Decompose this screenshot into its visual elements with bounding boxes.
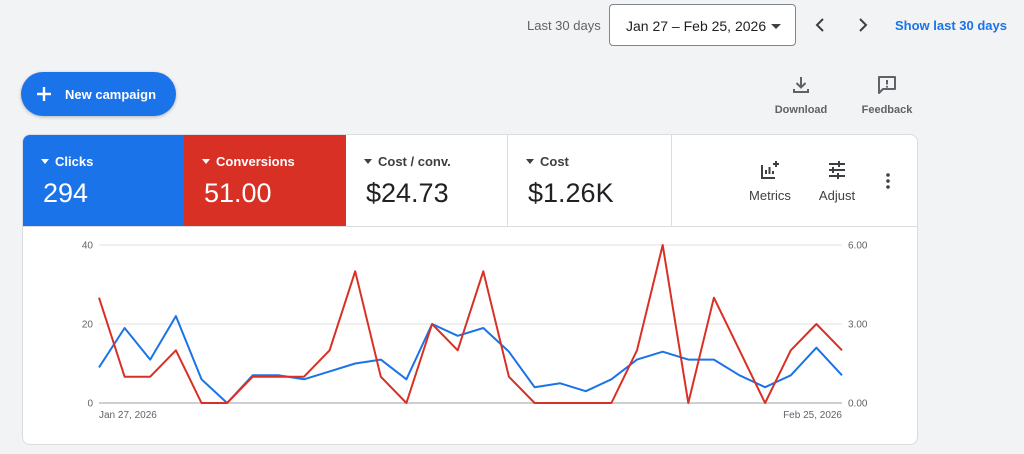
new-campaign-label: New campaign [65, 87, 157, 102]
series-line-conversions [98, 244, 843, 404]
metric-tile-clicks[interactable]: Clicks 294 [23, 135, 184, 227]
left-axis-tick-label: 0 [87, 399, 93, 410]
next-period-button[interactable] [850, 11, 876, 39]
new-campaign-button[interactable]: New campaign [21, 72, 176, 116]
date-range-select[interactable]: Jan 27 – Feb 25, 2026 [609, 4, 796, 46]
metrics-button[interactable]: Metrics [745, 159, 795, 203]
chart-grid [99, 244, 842, 404]
left-axis: 0 20 40 [82, 241, 94, 410]
right-axis: 0.00 3.00 6.00 [848, 241, 868, 410]
download-label: Download [774, 104, 828, 116]
metric-value: $1.26K [528, 178, 614, 208]
dropdown-caret-icon [41, 159, 49, 165]
tune-sliders-icon [829, 161, 845, 179]
feedback-label: Feedback [861, 104, 913, 116]
date-preset-label: Last 30 days [527, 18, 601, 33]
metrics-chart-icon [761, 161, 779, 179]
plus-icon [37, 87, 51, 101]
divider [23, 226, 917, 227]
metric-name: Clicks [55, 154, 94, 169]
right-axis-tick-label: 3.00 [848, 320, 868, 331]
metric-value: 51.00 [204, 178, 272, 208]
chart-series [98, 244, 843, 404]
x-axis-end-label: Feb 25, 2026 [783, 410, 842, 421]
adjust-label: Adjust [818, 188, 856, 203]
dropdown-caret-icon [202, 159, 210, 165]
adjust-button[interactable]: Adjust [813, 159, 861, 203]
dropdown-caret-icon [526, 159, 534, 165]
left-axis-tick-label: 40 [82, 241, 94, 252]
previous-period-button[interactable] [807, 11, 833, 39]
chevron-right-icon [859, 18, 868, 32]
metric-tile-cost[interactable]: Cost $1.26K [508, 135, 672, 227]
metric-name: Cost [540, 154, 569, 169]
metric-value: 294 [43, 178, 89, 208]
more-vert-icon [886, 173, 890, 189]
download-icon [793, 77, 809, 93]
download-button[interactable]: Download [773, 74, 829, 116]
more-options-button[interactable] [881, 171, 895, 196]
chevron-left-icon [815, 18, 824, 32]
dropdown-caret-icon [364, 159, 372, 165]
feedback-icon [878, 76, 896, 94]
performance-card: Clicks 294 Conversions 51.00 Cost / conv… [22, 134, 918, 445]
date-range-value: Jan 27 – Feb 25, 2026 [626, 18, 767, 34]
dropdown-caret-icon [771, 24, 781, 29]
metric-tile-cost-per-conversion[interactable]: Cost / conv. $24.73 [346, 135, 508, 227]
metric-tile-conversions[interactable]: Conversions 51.00 [184, 135, 346, 227]
series-line-clicks [98, 315, 843, 404]
left-axis-tick-label: 20 [82, 320, 94, 331]
right-axis-tick-label: 6.00 [848, 241, 868, 252]
metric-name: Conversions [216, 154, 295, 169]
show-last-30-days-link[interactable]: Show last 30 days [895, 18, 1007, 33]
x-axis-start-label: Jan 27, 2026 [99, 410, 157, 421]
metrics-label: Metrics [749, 188, 791, 203]
feedback-button[interactable]: Feedback [859, 74, 915, 116]
metric-value: $24.73 [366, 178, 449, 208]
metric-name: Cost / conv. [378, 154, 451, 169]
performance-line-chart: 0 20 40 0.00 3.00 6.00 Jan 27, 2026 Feb 25, … [82, 241, 868, 422]
right-axis-tick-label: 0.00 [848, 399, 868, 410]
